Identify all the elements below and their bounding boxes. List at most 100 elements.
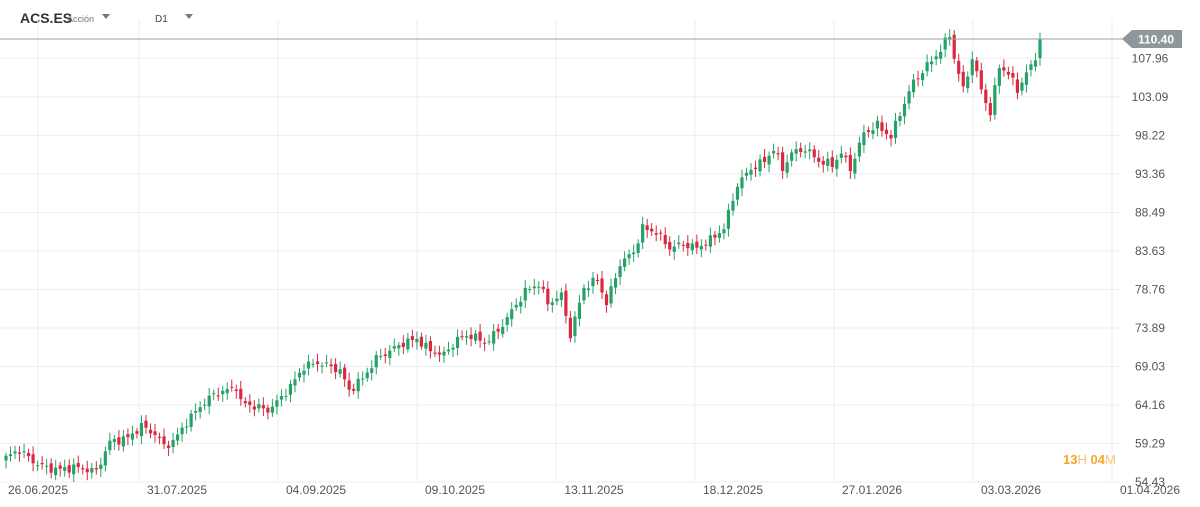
- candle-body: [478, 331, 482, 341]
- candle: [148, 423, 153, 439]
- candle: [677, 235, 681, 249]
- candle-body: [338, 369, 342, 374]
- y-axis: 107.96 103.09 98.22 93.36 88.49 83.63 78.76 73.…: [1132, 51, 1169, 489]
- candle-body: [668, 241, 672, 250]
- candle: [433, 345, 437, 357]
- candle: [686, 235, 690, 257]
- candle: [699, 239, 703, 258]
- candle-body: [72, 464, 76, 475]
- candle: [916, 70, 920, 87]
- candle: [672, 240, 676, 260]
- candle-body: [464, 336, 469, 338]
- x-tick-label: 18.12.2025: [703, 483, 763, 497]
- candle-body: [997, 68, 1001, 86]
- candle-body: [284, 395, 288, 397]
- countdown-hours-unit: H: [1077, 452, 1087, 467]
- candle: [469, 327, 473, 347]
- candle-body: [379, 356, 383, 358]
- candle-body: [1002, 67, 1006, 71]
- y-tick-label: 64.16: [1135, 398, 1165, 412]
- candle-body: [157, 436, 162, 438]
- candle: [1006, 66, 1010, 80]
- candle: [528, 285, 532, 293]
- candle: [496, 324, 500, 340]
- timeframe-selector[interactable]: D1: [155, 14, 168, 25]
- candle-body: [984, 89, 988, 104]
- candle-body: [848, 154, 852, 172]
- candle-body: [957, 60, 961, 74]
- candle-body: [487, 341, 491, 343]
- candle: [8, 446, 13, 462]
- candle: [550, 298, 554, 313]
- candle-body: [717, 233, 722, 238]
- candle-body: [17, 452, 22, 454]
- symbol-dropdown-icon[interactable]: [102, 14, 110, 19]
- candle-body: [428, 341, 433, 352]
- candle: [117, 429, 121, 451]
- candle-body: [898, 116, 902, 121]
- candle-body: [835, 159, 839, 169]
- timeframe-dropdown-icon[interactable]: [185, 14, 193, 19]
- candle: [835, 154, 839, 177]
- candle: [853, 152, 857, 180]
- candle-body: [943, 37, 947, 50]
- candle: [464, 330, 469, 345]
- candle-body: [8, 454, 13, 457]
- candle: [383, 348, 387, 364]
- candle: [22, 443, 26, 459]
- candle: [993, 77, 997, 120]
- candle-body: [1033, 60, 1038, 67]
- candle: [753, 160, 758, 177]
- candle: [257, 398, 261, 413]
- candle-body: [446, 349, 451, 352]
- candle-body: [139, 423, 144, 437]
- candle: [13, 445, 17, 459]
- candle: [460, 330, 464, 341]
- candle-body: [776, 153, 780, 155]
- candle-body: [641, 224, 645, 243]
- candle: [975, 56, 979, 78]
- candle-body: [329, 364, 333, 367]
- candle: [1020, 77, 1024, 96]
- candle-body: [771, 151, 776, 154]
- candle: [487, 334, 491, 345]
- candle: [239, 380, 243, 406]
- candle: [744, 167, 749, 181]
- candle: [40, 455, 44, 470]
- candle: [437, 345, 442, 362]
- candle: [988, 96, 992, 122]
- candle: [139, 415, 144, 444]
- candle-body: [216, 395, 220, 397]
- candle-body: [519, 301, 523, 307]
- candle-body: [361, 378, 365, 380]
- candle-body: [844, 155, 848, 158]
- candle: [970, 51, 974, 83]
- candle-body: [230, 386, 234, 388]
- candle-body: [392, 346, 396, 349]
- candle-body: [388, 350, 392, 358]
- candle-body: [501, 326, 505, 334]
- candle-body: [740, 177, 744, 189]
- candle-body: [510, 309, 514, 320]
- candle: [907, 84, 911, 110]
- candle: [767, 151, 771, 173]
- candle: [166, 440, 171, 456]
- candle-body: [410, 336, 414, 340]
- candle-body: [356, 378, 360, 392]
- candle: [171, 432, 175, 454]
- chart-grid: [0, 20, 1120, 483]
- candle-body: [794, 149, 798, 154]
- candle-body: [1015, 79, 1020, 93]
- candle: [726, 203, 731, 237]
- candle-body: [365, 372, 369, 379]
- candle-body: [424, 342, 428, 349]
- candle: [889, 130, 893, 147]
- candle: [397, 341, 401, 356]
- symbol-name[interactable]: ACS.ES: [20, 10, 73, 26]
- candle-body: [925, 62, 929, 72]
- candle-body: [492, 331, 496, 344]
- candle-body: [194, 410, 198, 413]
- candle: [1015, 72, 1020, 100]
- candle: [857, 136, 861, 162]
